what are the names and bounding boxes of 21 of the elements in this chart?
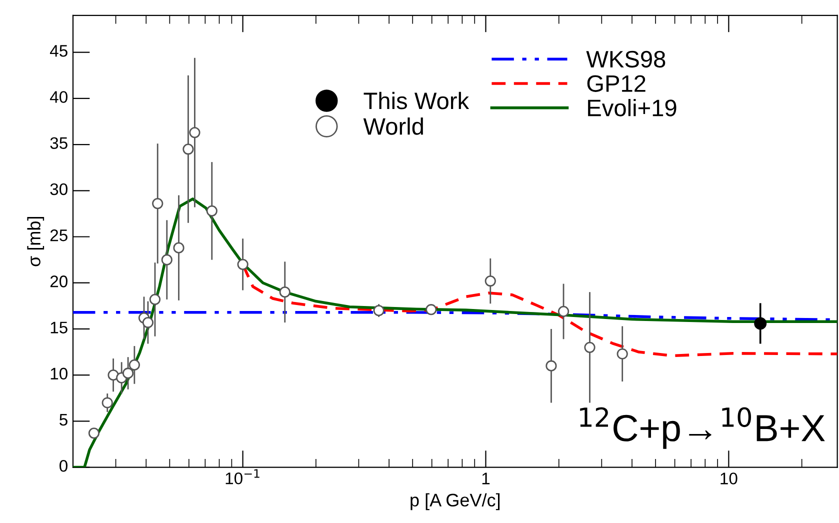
y-tick-label: 45 bbox=[50, 45, 68, 57]
legend-label: World bbox=[363, 117, 423, 135]
y-tick-label: 0 bbox=[60, 460, 68, 472]
annotation: $^{12}$C+p→$^{10}$B+X bbox=[580, 407, 825, 449]
legend-label: WKS98 bbox=[586, 50, 666, 68]
legend-label: GP12 bbox=[587, 75, 646, 92]
x-tick-label: 1 bbox=[482, 472, 490, 484]
y-tick-label: 40 bbox=[50, 91, 68, 103]
y-tick-label: 5 bbox=[60, 414, 68, 426]
x-tick-label: 10 bbox=[720, 472, 738, 484]
y-tick-label: 20 bbox=[50, 276, 68, 288]
y-tick-label: 15 bbox=[50, 322, 68, 334]
y-tick-label: 10 bbox=[50, 368, 68, 380]
y-tick-label: 30 bbox=[50, 183, 68, 196]
y-tick-label: 25 bbox=[50, 229, 68, 242]
y-tick-label: 35 bbox=[50, 137, 68, 150]
legend-label: This Work bbox=[364, 92, 470, 110]
x-tick-label: 10$^{−1}$ bbox=[226, 469, 260, 484]
y-axis-title: σ [mb] bbox=[27, 217, 44, 266]
x-axis-title: p [A GeV/c] bbox=[410, 493, 500, 510]
legend-label: Evoli+19 bbox=[588, 98, 676, 116]
